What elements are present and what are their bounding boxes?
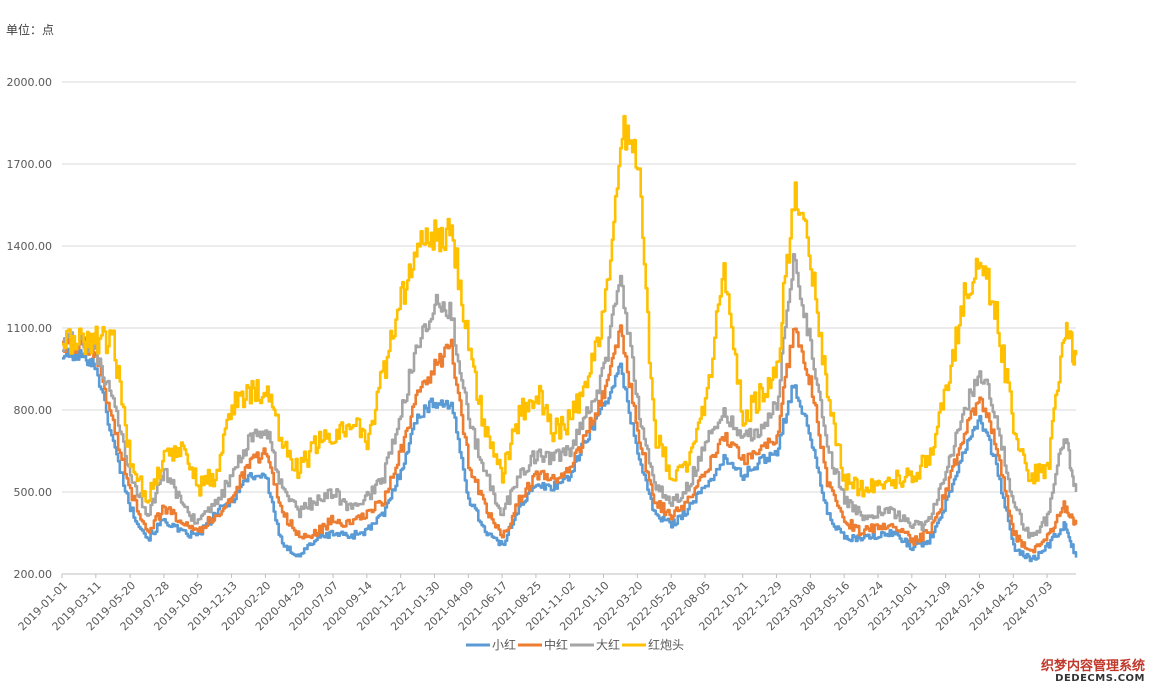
y-tick-label: 1100.00 [7,322,53,335]
watermark-text-en: DEDECMS.COM [1055,672,1145,684]
y-axis-tick-labels: 200.00 500.00 800.00 1100.00 1400.00 1700.00 2… [7,76,53,581]
legend: 小红 中红 大红 红炮头 [466,637,684,652]
legend-entry: 小红 [492,637,516,652]
legend-entry: 大红 [596,637,620,652]
watermark-text-cn: 织梦内容管理系统 [1040,658,1145,674]
x-axis-tick-labels: 2019-01-012019-03-112019-05-202019-07-28… [16,579,1055,633]
watermark-logo: 织梦内容管理系统 DEDECMS.COM [1041,660,1145,684]
y-tick-label: 800.00 [14,404,53,417]
y-tick-label: 200.00 [14,568,53,581]
series-line-2 [62,253,1078,539]
y-tick-label: 500.00 [14,486,53,499]
legend-entry: 中红 [544,637,568,652]
series-lines [62,114,1078,563]
unit-label: 单位：点 [6,23,55,37]
legend-entry: 红炮头 [648,637,684,652]
y-tick-label: 1700.00 [7,158,53,171]
series-line-3 [62,114,1078,504]
y-tick-label: 1400.00 [7,240,53,253]
y-tick-label: 2000.00 [7,76,53,89]
series-line-1 [62,324,1078,554]
